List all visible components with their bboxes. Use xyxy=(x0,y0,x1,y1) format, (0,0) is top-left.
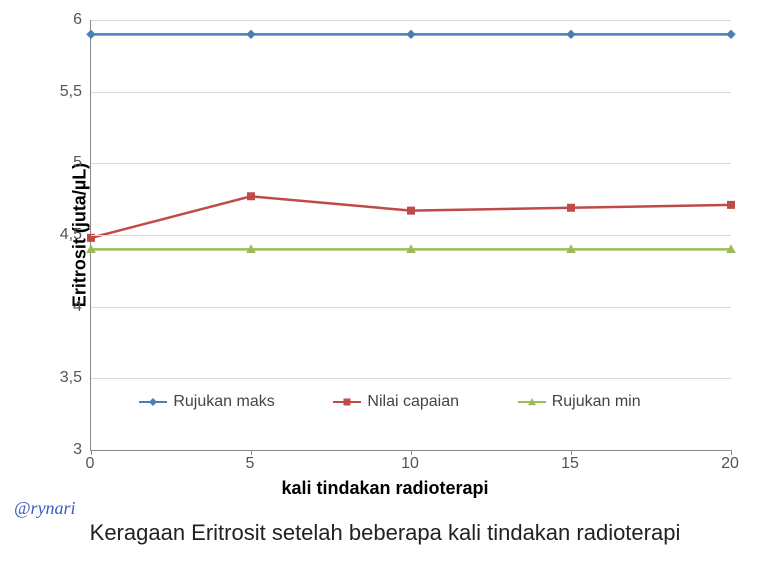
legend-marker-icon xyxy=(526,396,538,408)
gridline xyxy=(91,92,731,93)
chart-container: Eritrosit (juta/µL) kali tindakan radiot… xyxy=(0,0,770,577)
gridline xyxy=(91,20,731,21)
series-line xyxy=(91,196,731,238)
y-tick-label: 4,5 xyxy=(32,226,82,244)
legend-label: Nilai capaian xyxy=(367,393,459,411)
x-tick-label: 0 xyxy=(86,455,95,473)
x-tick-label: 10 xyxy=(401,455,419,473)
series-marker xyxy=(247,30,255,38)
legend-item: Rujukan maks xyxy=(139,393,274,411)
y-tick-label: 5,5 xyxy=(32,83,82,101)
series-marker xyxy=(408,207,415,214)
y-tick-label: 3 xyxy=(32,441,82,459)
gridline xyxy=(91,235,731,236)
gridline xyxy=(91,307,731,308)
y-tick-label: 4 xyxy=(32,298,82,316)
gridline xyxy=(91,378,731,379)
legend-item: Nilai capaian xyxy=(333,393,459,411)
series-marker xyxy=(728,201,735,208)
plot-area xyxy=(90,20,731,451)
legend-marker-icon xyxy=(341,396,353,408)
legend-marker-icon xyxy=(147,396,159,408)
x-tick-label: 5 xyxy=(246,455,255,473)
x-tick-label: 20 xyxy=(721,455,739,473)
legend-item: Rujukan min xyxy=(518,393,641,411)
x-axis-title: kali tindakan radioterapi xyxy=(0,478,770,499)
watermark: @rynari xyxy=(14,498,76,519)
legend-line-icon xyxy=(518,401,546,403)
series-marker xyxy=(87,30,95,38)
series-marker xyxy=(248,193,255,200)
legend-line-icon xyxy=(139,401,167,403)
series-marker xyxy=(568,204,575,211)
series-marker xyxy=(727,30,735,38)
caption: Keragaan Eritrosit setelah beberapa kali… xyxy=(60,520,710,546)
legend-label: Rujukan min xyxy=(552,393,641,411)
y-tick-label: 6 xyxy=(32,11,82,29)
legend-label: Rujukan maks xyxy=(173,393,274,411)
series-marker xyxy=(407,30,415,38)
legend: Rujukan maks Nilai capaian Rujukan min xyxy=(110,393,670,411)
series-marker xyxy=(567,30,575,38)
legend-line-icon xyxy=(333,401,361,403)
x-tick-label: 15 xyxy=(561,455,579,473)
gridline xyxy=(91,163,731,164)
y-tick-label: 5 xyxy=(32,154,82,172)
y-tick-label: 3,5 xyxy=(32,369,82,387)
